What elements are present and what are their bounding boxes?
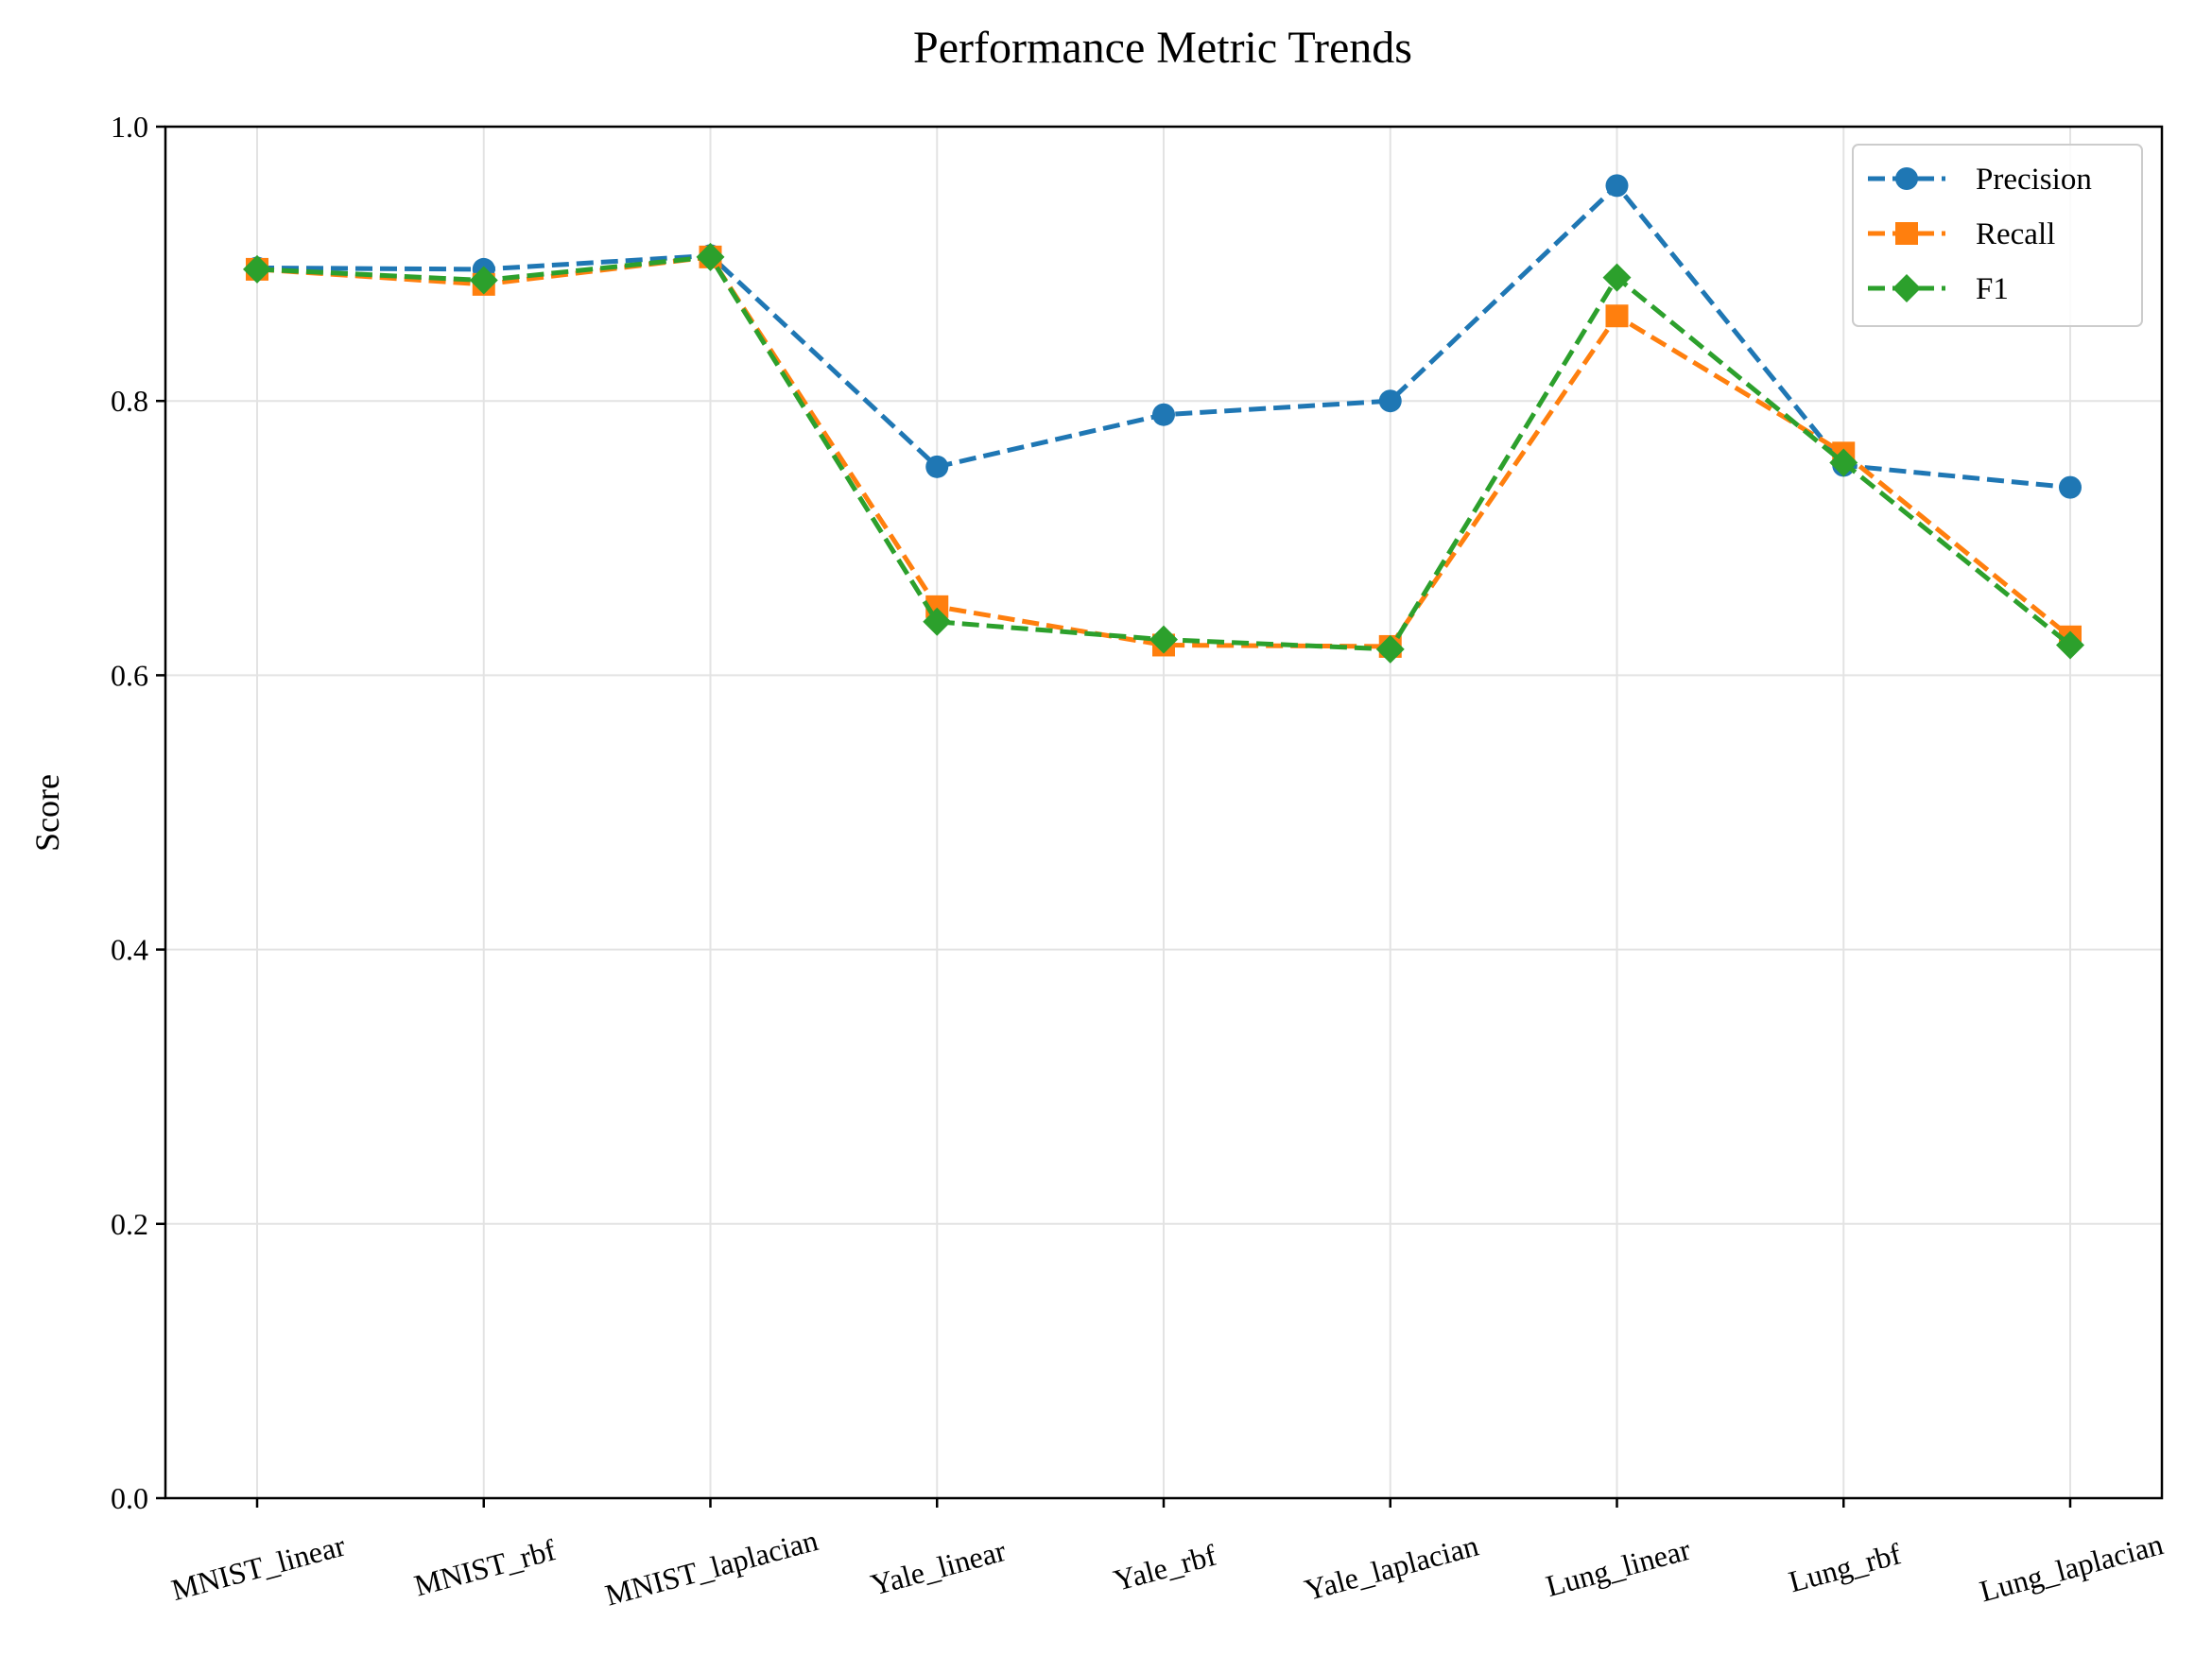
data-point-f1 bbox=[1149, 625, 1178, 654]
data-point-f1 bbox=[1602, 263, 1632, 292]
data-point-precision bbox=[1378, 389, 1402, 413]
data-point-recall bbox=[1605, 304, 1629, 328]
data-point-f1 bbox=[696, 242, 725, 271]
legend-item-f1: F1 bbox=[1868, 272, 2009, 306]
legend-box bbox=[1852, 144, 2143, 327]
y-tick-label: 1.0 bbox=[111, 110, 148, 144]
y-tick-label: 0.0 bbox=[111, 1481, 148, 1515]
legend-item-precision: Precision bbox=[1868, 163, 2092, 197]
legend-marker-recall bbox=[1895, 222, 1918, 245]
legend-items: Precision Recall F1 bbox=[1868, 163, 2092, 306]
data-point-f1 bbox=[923, 607, 952, 636]
series-line-recall bbox=[256, 254, 2072, 649]
y-axis-label: Score bbox=[28, 774, 66, 852]
data-point-f1 bbox=[469, 266, 498, 295]
legend-label-precision: Precision bbox=[1976, 163, 2092, 197]
legend-marker-f1 bbox=[1892, 274, 1921, 302]
data-point-f1 bbox=[243, 254, 271, 284]
data-point-f1 bbox=[1375, 634, 1405, 664]
chart-title: Performance Metric Trends bbox=[913, 23, 1412, 73]
y-tick-label: 0.8 bbox=[111, 384, 148, 418]
data-point-f1 bbox=[2056, 630, 2084, 660]
data-point-precision bbox=[925, 455, 949, 478]
data-point-f1 bbox=[1829, 448, 1858, 477]
y-tick-label: 0.6 bbox=[111, 658, 148, 692]
legend-marker-precision bbox=[1895, 167, 1918, 190]
data-point-precision bbox=[1152, 403, 1175, 426]
data-point-precision bbox=[1605, 174, 1629, 198]
grid bbox=[165, 126, 2162, 1499]
series-layer bbox=[243, 174, 2084, 664]
y-tick-label: 0.4 bbox=[111, 933, 148, 967]
y-tick-label: 0.2 bbox=[111, 1207, 148, 1241]
series-f1 bbox=[243, 242, 2084, 664]
data-point-precision bbox=[2059, 475, 2082, 499]
legend: Precision Recall F1 bbox=[1852, 144, 2143, 327]
legend-item-recall: Recall bbox=[1868, 217, 2055, 251]
legend-label-recall: Recall bbox=[1976, 217, 2055, 251]
legend-label-f1: F1 bbox=[1976, 272, 2009, 306]
